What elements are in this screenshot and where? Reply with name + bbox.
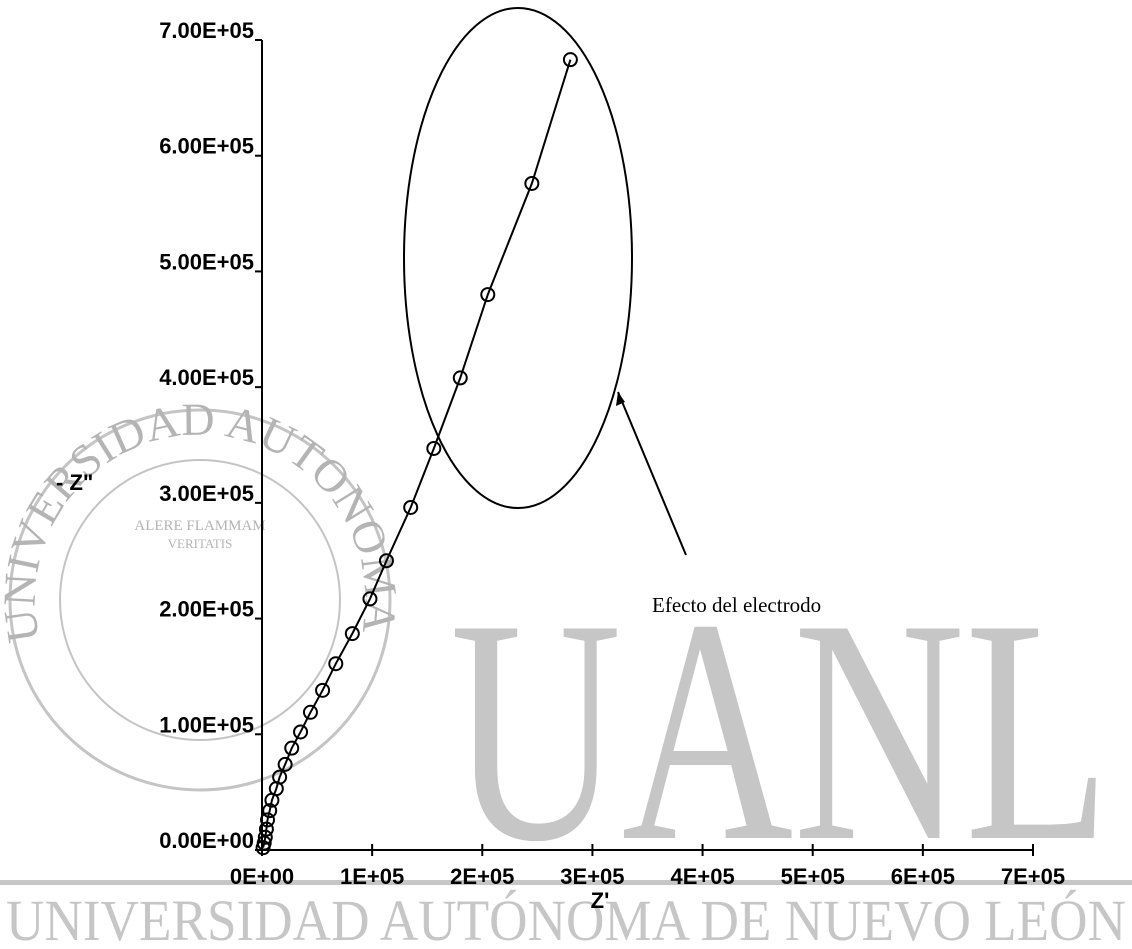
- data-point: [524, 175, 540, 191]
- data-point: [284, 740, 300, 756]
- highlight-ellipse: [403, 7, 633, 509]
- series-line: [262, 59, 572, 848]
- data-point: [262, 803, 278, 819]
- y-tick-label: 5.00E+05: [159, 249, 254, 274]
- data-point: [277, 756, 293, 772]
- data-point: [260, 812, 276, 828]
- x-tick-label: 1E+05: [340, 864, 404, 889]
- seal-motto: VERITATIS: [168, 536, 233, 551]
- data-point: [258, 821, 274, 837]
- y-tick-label: 6.00E+05: [159, 134, 254, 159]
- data-point: [272, 769, 288, 785]
- data-point: [378, 553, 394, 569]
- data-point: [293, 724, 309, 740]
- x-axis-label: Z': [591, 888, 610, 913]
- seal-ring-text: UNIVERSIDAD AUTONOMA DE NUEVO LEON: [0, 0, 407, 649]
- x-tick-label: 4E+05: [670, 864, 734, 889]
- x-tick-label: 2E+05: [450, 864, 514, 889]
- data-point: [562, 52, 578, 68]
- x-tick-label: 7E+05: [1001, 864, 1065, 889]
- y-axis-label: - Z": [56, 470, 93, 495]
- y-tick-label: 1.00E+05: [159, 712, 254, 737]
- data-point: [426, 440, 442, 456]
- x-tick-label: 6E+05: [891, 864, 955, 889]
- data-point: [256, 835, 272, 851]
- annotation-arrow: [617, 391, 687, 556]
- data-point: [344, 626, 360, 642]
- x-tick-label: 0E+00: [230, 864, 294, 889]
- data-point: [452, 370, 468, 386]
- data-point: [302, 704, 318, 720]
- arrow-head: [616, 392, 625, 406]
- watermark-university: UNIVERSIDAD AUTÓNOMA DE NUEVO LEÓN: [6, 888, 1126, 949]
- y-tick-label: 4.00E+05: [159, 365, 254, 390]
- seal-inner: [59, 459, 341, 741]
- seal-ring: [8, 408, 392, 792]
- data-point: [480, 287, 496, 303]
- y-tick-label: 2.00E+05: [159, 597, 254, 622]
- annotation: Efecto del electrodo: [652, 593, 821, 617]
- data-point: [403, 499, 419, 515]
- data-point: [328, 656, 344, 672]
- y-tick-label: 3.00E+05: [159, 481, 254, 506]
- x-tick-label: 5E+05: [781, 864, 845, 889]
- data-point: [257, 829, 273, 845]
- watermark-rule: [0, 880, 1132, 885]
- seal-motto: ALERE FLAMMAM: [134, 518, 265, 534]
- y-tick-label: 7.00E+05: [159, 18, 254, 43]
- x-tick-label: 3E+05: [560, 864, 624, 889]
- y-tick-label: 0.00E+00: [159, 828, 254, 853]
- data-point: [315, 682, 331, 698]
- data-point: [362, 591, 378, 607]
